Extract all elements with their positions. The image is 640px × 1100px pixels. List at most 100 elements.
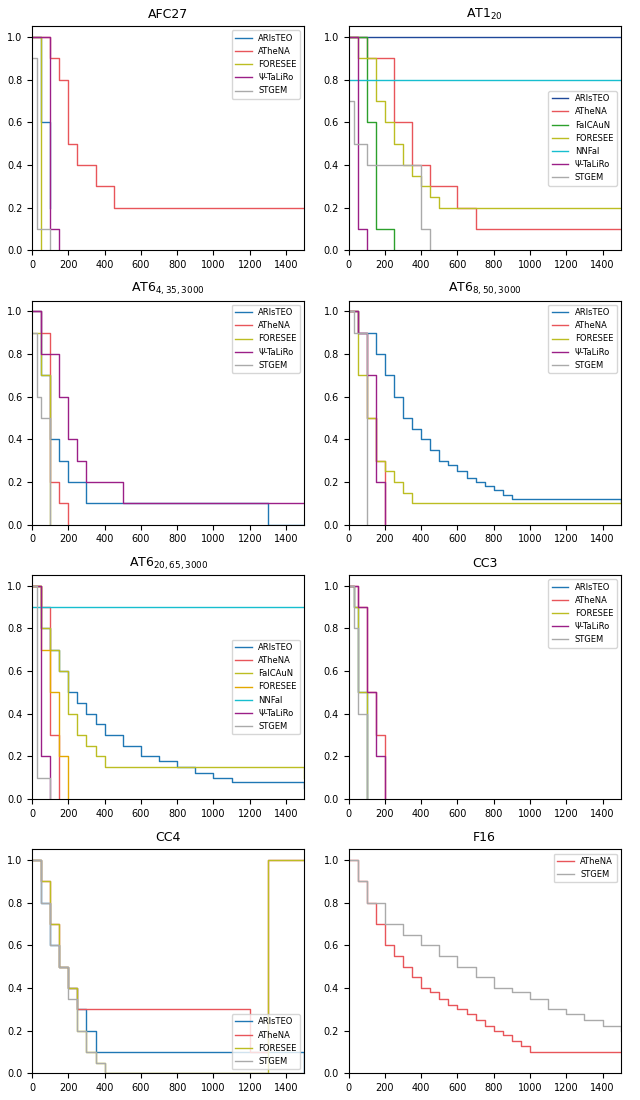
Line: ARIsTEO: ARIsTEO bbox=[32, 585, 304, 789]
Title: CC4: CC4 bbox=[156, 832, 181, 844]
ATheNA bbox=[472, 1013, 479, 1026]
FORESEE bbox=[363, 411, 371, 425]
Ψ-TaLiRo bbox=[300, 496, 308, 509]
ATheNA bbox=[46, 475, 54, 488]
FORESEE bbox=[408, 169, 416, 183]
Legend: ARIsTEO, ATheNA, FORESEE, STGEM: ARIsTEO, ATheNA, FORESEE, STGEM bbox=[232, 1014, 300, 1069]
Ψ-TaLiRo bbox=[56, 243, 63, 256]
STGEM bbox=[28, 52, 36, 65]
Ψ-TaLiRo bbox=[46, 348, 54, 361]
ATheNA bbox=[300, 854, 308, 867]
ARIsTEO bbox=[65, 685, 72, 698]
STGEM bbox=[454, 960, 461, 974]
ATheNA bbox=[56, 73, 63, 86]
FORESEE bbox=[28, 854, 36, 867]
ATheNA bbox=[28, 305, 36, 318]
Ψ-TaLiRo bbox=[37, 750, 45, 763]
Ψ-TaLiRo bbox=[74, 454, 81, 467]
STGEM bbox=[435, 949, 443, 962]
ATheNA bbox=[426, 986, 434, 999]
ATheNA bbox=[417, 158, 425, 172]
ATheNA bbox=[408, 971, 416, 984]
ARIsTEO bbox=[46, 116, 54, 129]
ATheNA bbox=[246, 1045, 253, 1058]
ARIsTEO bbox=[354, 326, 362, 339]
STGEM bbox=[46, 496, 54, 509]
Legend: ARIsTEO, ATheNA, FORESEE, Ψ-TaLiRo, STGEM: ARIsTEO, ATheNA, FORESEE, Ψ-TaLiRo, STGE… bbox=[548, 580, 616, 648]
ARIsTEO bbox=[37, 896, 45, 910]
FaICAuN bbox=[372, 222, 380, 235]
Ψ-TaLiRo bbox=[46, 222, 54, 235]
ATheNA bbox=[417, 981, 425, 994]
ARIsTEO bbox=[191, 767, 199, 780]
STGEM bbox=[426, 222, 434, 235]
ARIsTEO bbox=[264, 496, 272, 509]
ARIsTEO bbox=[363, 792, 371, 805]
ATheNA bbox=[363, 685, 371, 698]
ATheNA bbox=[65, 518, 72, 531]
Line: STGEM: STGEM bbox=[32, 585, 50, 799]
ARIsTEO bbox=[119, 739, 127, 752]
Ψ-TaLiRo bbox=[372, 750, 380, 763]
ATheNA bbox=[156, 201, 163, 214]
ATheNA bbox=[381, 518, 388, 531]
ATheNA bbox=[37, 601, 45, 614]
STGEM bbox=[34, 390, 42, 404]
FaICAuN bbox=[390, 243, 398, 256]
ATheNA bbox=[110, 201, 118, 214]
ARIsTEO bbox=[56, 960, 63, 974]
FaICAuN bbox=[390, 222, 398, 235]
STGEM bbox=[65, 992, 72, 1005]
ARIsTEO bbox=[408, 422, 416, 436]
ARIsTEO bbox=[28, 579, 36, 592]
ARIsTEO bbox=[37, 31, 45, 44]
STGEM bbox=[46, 518, 54, 531]
Legend: ARIsTEO, ATheNA, FORESEE, Ψ-TaLiRo, STGEM: ARIsTEO, ATheNA, FORESEE, Ψ-TaLiRo, STGE… bbox=[232, 305, 300, 373]
FORESEE bbox=[350, 601, 358, 614]
FaICAuN bbox=[100, 760, 108, 773]
STGEM bbox=[56, 960, 63, 974]
Legend: ATheNA, STGEM: ATheNA, STGEM bbox=[554, 854, 616, 882]
STGEM bbox=[363, 158, 371, 172]
FORESEE bbox=[390, 138, 398, 151]
ARIsTEO bbox=[83, 496, 90, 509]
ATheNA bbox=[345, 305, 353, 318]
FORESEE bbox=[454, 201, 461, 214]
Ψ-TaLiRo bbox=[137, 496, 145, 509]
FORESEE bbox=[399, 486, 407, 499]
FaICAuN bbox=[65, 707, 72, 721]
FaICAuN bbox=[354, 31, 362, 44]
ATheNA bbox=[56, 496, 63, 509]
Ψ-TaLiRo bbox=[100, 475, 108, 488]
ARIsTEO bbox=[490, 484, 497, 497]
STGEM bbox=[599, 1020, 607, 1033]
ARIsTEO bbox=[46, 201, 54, 214]
STGEM bbox=[350, 621, 358, 635]
FORESEE bbox=[28, 326, 36, 339]
ARIsTEO bbox=[345, 305, 353, 318]
Line: STGEM: STGEM bbox=[349, 860, 621, 1031]
Line: ARIsTEO: ARIsTEO bbox=[32, 311, 304, 525]
ARIsTEO bbox=[74, 1003, 81, 1016]
ATheNA bbox=[65, 496, 72, 509]
STGEM bbox=[617, 1024, 625, 1037]
ATheNA bbox=[363, 896, 371, 910]
ATheNA bbox=[381, 475, 388, 488]
ARIsTEO bbox=[92, 1045, 99, 1058]
ARIsTEO bbox=[228, 776, 236, 789]
Ψ-TaLiRo bbox=[354, 326, 362, 339]
STGEM bbox=[28, 854, 36, 867]
Ψ-TaLiRo bbox=[28, 579, 36, 592]
FORESEE bbox=[617, 496, 625, 509]
ATheNA bbox=[345, 854, 353, 867]
Line: FORESEE: FORESEE bbox=[32, 860, 304, 1074]
ATheNA bbox=[65, 138, 72, 151]
FaICAuN bbox=[74, 728, 81, 741]
ATheNA bbox=[56, 771, 63, 784]
ATheNA bbox=[300, 201, 308, 214]
STGEM bbox=[100, 1067, 108, 1080]
Ψ-TaLiRo bbox=[119, 496, 127, 509]
ARIsTEO bbox=[300, 782, 308, 795]
ATheNA bbox=[354, 601, 362, 614]
ATheNA bbox=[381, 771, 388, 784]
